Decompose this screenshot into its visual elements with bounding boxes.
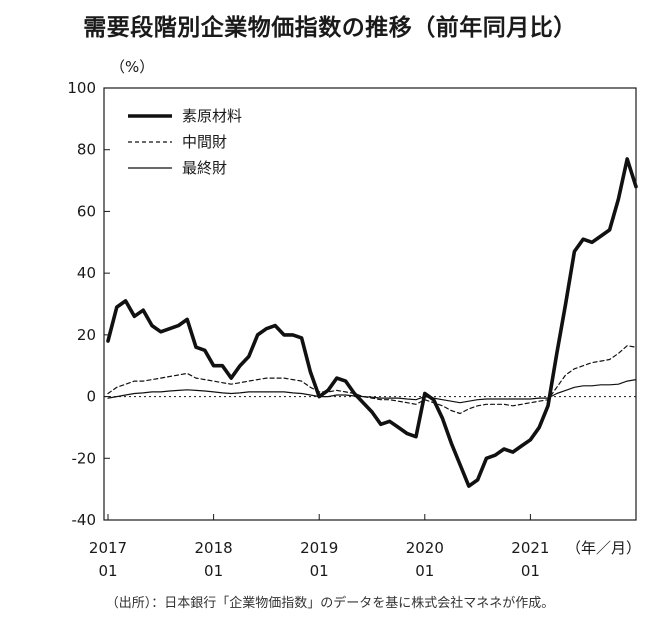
y-tick-label: 0 [86,388,96,406]
plot-area-frame [103,87,637,521]
x-axis: 2017 01 2018 01 2019 01 2020 01 2021 01 [89,514,549,580]
y-tick-label: -40 [72,511,97,529]
y-tick-label: 80 [77,141,96,159]
x-tick-month-label: 01 [98,562,117,580]
x-tick-month-label: 01 [521,562,540,580]
x-tick-year-label: 2019 [300,539,338,557]
x-tick-month-label: 01 [415,562,434,580]
x-axis-unit-label: （年／月） [566,539,641,557]
y-tick-label: 100 [67,79,96,97]
series-line-2 [107,345,637,415]
y-axis: -40 -20 0 20 40 60 80 100 [67,79,110,529]
x-tick-year-label: 2021 [511,539,549,557]
y-tick-label: 60 [77,202,96,220]
source-note: （出所）：日本銀行「企業物価指数」のデータを基に株式会社マネネが作成。 [105,596,555,611]
x-tick-year-label: 2020 [406,539,444,557]
legend-label-2: 中間財 [182,133,227,151]
y-tick-label: 20 [77,326,96,344]
x-tick-month-label: 01 [204,562,223,580]
series-line-1 [106,157,638,488]
x-tick-month-label: 01 [310,562,329,580]
y-axis-unit-label: （%） [110,58,154,76]
legend-label-1: 素原材料 [182,107,242,125]
series-line-3 [107,379,637,404]
series-layer [106,157,638,488]
x-tick-year-label: 2018 [195,539,233,557]
chart-title: 需要段階別企業物価指数の推移（前年同月比） [83,15,577,41]
legend-label-3: 最終財 [182,159,227,177]
x-tick-year-label: 2017 [89,539,127,557]
y-tick-label: -20 [72,449,97,467]
y-tick-label: 40 [77,264,96,282]
